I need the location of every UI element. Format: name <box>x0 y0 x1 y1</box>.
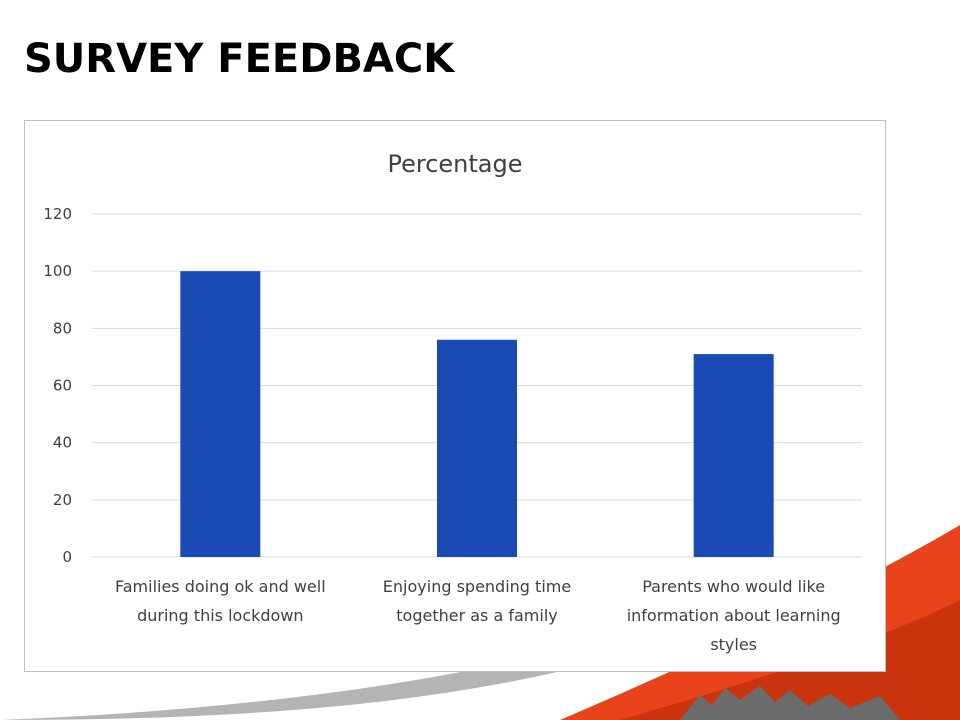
bar <box>180 271 261 557</box>
x-category-label: information about learning <box>627 606 841 625</box>
dark-brush-accent <box>680 686 900 720</box>
y-tick-label: 20 <box>53 491 72 509</box>
x-category-label: together as a family <box>396 606 557 625</box>
x-category-label: Enjoying spending time <box>383 577 571 596</box>
y-tick-label: 100 <box>43 262 72 280</box>
x-axis-category-labels: Families doing ok and well during this lo… <box>115 577 841 654</box>
y-axis-tick-labels: 0 20 40 60 80 100 120 <box>43 205 72 566</box>
dark-red-swoosh <box>620 600 960 720</box>
bars <box>180 271 774 557</box>
x-category-label: Families doing ok and well <box>115 577 326 596</box>
y-tick-label: 120 <box>43 205 72 223</box>
y-tick-label: 80 <box>53 319 72 337</box>
bar <box>693 354 774 557</box>
chart-title: Percentage <box>387 150 522 178</box>
y-tick-label: 60 <box>53 377 72 395</box>
x-category-label: during this lockdown <box>137 606 303 625</box>
x-category-label: styles <box>710 635 757 654</box>
y-tick-label: 40 <box>53 434 72 452</box>
bar <box>437 339 517 557</box>
x-category-label: Parents who would like <box>642 577 825 596</box>
slide-title: SURVEY FEEDBACK <box>24 36 455 82</box>
y-tick-label: 0 <box>62 548 72 566</box>
bar-chart: Percentage 0 20 40 60 80 100 120 Families doin… <box>43 150 862 654</box>
